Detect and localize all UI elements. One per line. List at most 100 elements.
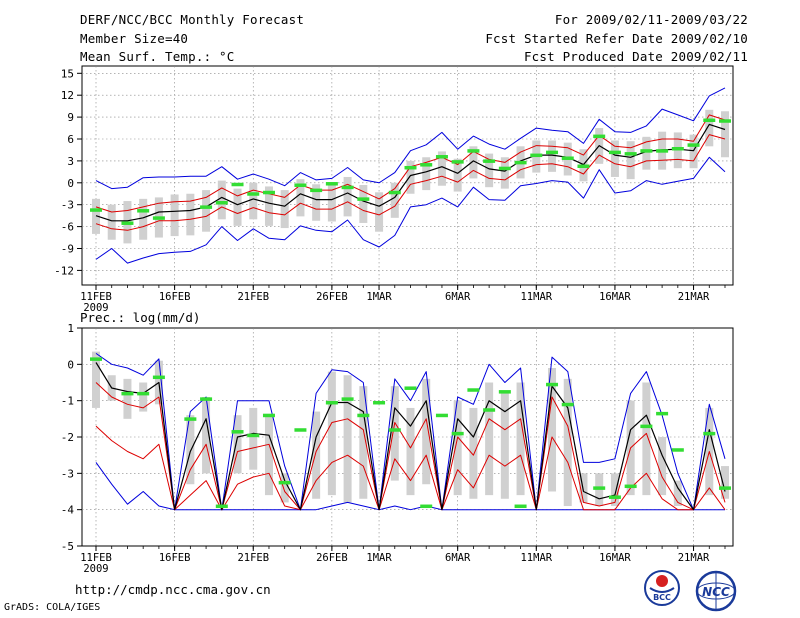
prec-spread-box: [264, 415, 273, 496]
temp-observed-marker: [325, 182, 338, 186]
temp-observed-marker: [608, 150, 621, 155]
prec-observed-marker: [90, 357, 102, 361]
prec-observed-marker: [325, 400, 338, 405]
prec-observed-marker: [671, 448, 684, 452]
temp-x-year-label: 2009: [83, 302, 108, 314]
temp-observed-marker: [262, 190, 275, 195]
prec-observed-marker: [231, 430, 244, 434]
temp-lower-spread-line: [95, 134, 726, 231]
temp-spread-box: [375, 192, 384, 232]
prec-spread-box: [233, 415, 242, 474]
prec-observed-marker: [435, 413, 448, 418]
temp-observed-marker: [341, 185, 354, 190]
prec-observed-marker: [546, 382, 559, 387]
prec-observed-marker: [200, 397, 213, 401]
temp-observed-marker: [420, 163, 433, 167]
temp-spread-box: [422, 157, 431, 191]
prec-upper-spread-line: [95, 382, 726, 511]
prec-observed-marker: [357, 413, 370, 418]
temp-y-tick-label: -3: [61, 199, 74, 212]
prec-observed-marker: [624, 484, 637, 489]
temp-x-tick-label: 16MAR: [599, 291, 631, 303]
prec-spread-box: [123, 378, 132, 419]
temp-spread-box: [500, 157, 509, 189]
temp-observed-marker: [137, 209, 150, 213]
prec-observed-marker: [451, 431, 464, 436]
temp-plot-frame: [81, 65, 734, 286]
temp-spread-box: [642, 136, 651, 170]
prec-observed-marker: [341, 397, 354, 401]
temp-x-tick-label: 6MAR: [445, 291, 471, 303]
temp-observed-marker: [357, 197, 370, 201]
prec-x-tick-label: 6MAR: [445, 552, 471, 564]
temp-spread-box: [217, 180, 226, 220]
temp-spread-box: [186, 193, 195, 236]
prec-observed-marker: [467, 388, 480, 392]
prec-spread-box: [516, 382, 525, 496]
website-url[interactable]: http://cmdp.ncc.cma.gov.cn: [75, 582, 271, 597]
prec-observed-marker: [719, 486, 731, 490]
prec-x-tick-label: 11FEB: [80, 552, 112, 564]
temp-observed-marker: [483, 159, 496, 163]
prec-spread-box: [469, 407, 478, 499]
prec-observed-marker: [121, 391, 134, 396]
prec-x-tick-label: 21FEB: [237, 552, 269, 564]
prec-observed-marker: [498, 390, 511, 394]
temp-observed-marker: [435, 155, 448, 159]
prec-x-tick-label: 1MAR: [366, 552, 392, 564]
temp-observed-marker: [624, 152, 637, 156]
temp-observed-marker: [215, 201, 228, 205]
forecast-period: For 2009/02/11-2009/03/22: [554, 12, 748, 27]
prec-observed-marker: [137, 391, 150, 396]
logos: BCC NCC: [644, 570, 737, 612]
temp-observed-marker: [388, 190, 401, 195]
temp-observed-marker: [719, 119, 731, 123]
prec-observed-marker: [561, 402, 574, 407]
prec-spread-box: [186, 415, 195, 485]
temp-spread-box: [296, 179, 305, 217]
prec-y-tick-label: -5: [61, 540, 74, 553]
temp-spread-box: [264, 186, 273, 226]
temp-y-tick-label: 9: [67, 111, 74, 124]
temp-x-tick-label: 1MAR: [366, 291, 392, 303]
temp-observed-marker: [703, 118, 716, 123]
temp-observed-marker: [121, 221, 134, 225]
temp-spread-box: [548, 140, 557, 172]
temp-x-tick-label: 11FEB: [80, 291, 112, 303]
temp-observed-marker: [247, 192, 260, 196]
temp-x-tick-label: 21FEB: [237, 291, 269, 303]
prec-spread-box: [312, 411, 321, 499]
prec-observed-marker: [608, 495, 621, 499]
temp-spread-box: [107, 204, 116, 240]
prec-observed-marker: [514, 504, 527, 509]
prec-spread-box: [642, 382, 651, 496]
grads-credit: GrADS: COLA/IGES: [4, 602, 101, 613]
prec-spread-box: [139, 382, 148, 412]
prec-observed-marker: [215, 504, 228, 509]
temp-spread-box: [359, 184, 368, 223]
prec-spread-box: [453, 400, 462, 496]
temp-spread-box: [437, 151, 446, 186]
temp-observed-marker: [561, 156, 574, 160]
temp-x-tick-label: 11MAR: [520, 291, 552, 303]
temp-observed-marker: [640, 149, 653, 153]
temp-x-tick-label: 16FEB: [159, 291, 191, 303]
prec-maximum-line: [95, 352, 726, 511]
prec-spread-box: [359, 386, 368, 499]
chart-title: DERF/NCC/BCC Monthly Forecast: [80, 12, 305, 27]
prec-y-tick-label: -4: [61, 504, 75, 517]
prec-x-tick-label: 11MAR: [520, 552, 552, 564]
temp-observed-marker: [231, 182, 244, 187]
temp-observed-marker: [294, 183, 307, 187]
prec-spread-box: [500, 393, 509, 499]
temp-minimum-line: [95, 156, 726, 264]
prec-spread-box: [673, 480, 682, 507]
prec-spread-box: [485, 382, 494, 496]
prec-mean-line: [95, 362, 726, 511]
prec-x-tick-label: 21MAR: [678, 552, 710, 564]
ncc-logo: NCC: [695, 570, 737, 612]
temp-y-tick-label: -9: [61, 243, 74, 256]
temp-y-tick-label: 6: [67, 133, 74, 146]
forecast-produced-date: Fcst Produced Date 2009/02/11: [523, 49, 748, 64]
